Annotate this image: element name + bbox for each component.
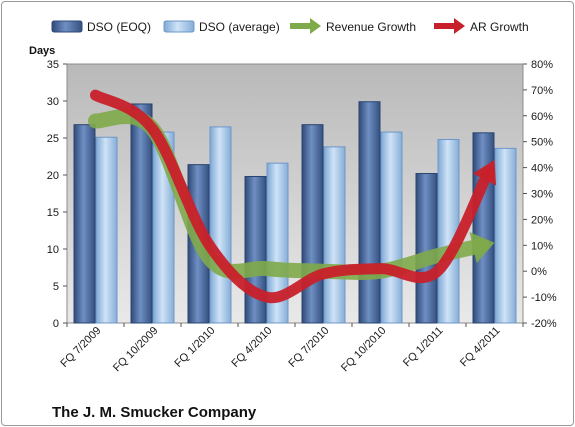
x-tick-label: FQ 7/2009	[58, 325, 103, 370]
company-title: The J. M. Smucker Company	[52, 404, 257, 421]
legend-label-ar-growth: AR Growth	[470, 20, 529, 34]
legend-swatch-dso-eoq	[51, 20, 83, 33]
bar-dso-eoq-0	[73, 124, 96, 324]
y-tick-label: 25	[47, 133, 59, 145]
x-tick-label: FQ 4/2010	[229, 325, 274, 370]
legend-item-dso-average: DSO (average)	[163, 20, 280, 34]
bar-dso-average-2	[209, 126, 232, 324]
bar-dso-eoq-1	[130, 103, 153, 324]
y2-tick-label: 10%	[531, 240, 553, 252]
bar-dso-average-0	[95, 136, 118, 324]
y-tick-label: 35	[47, 59, 59, 71]
y-tick-label: 30	[47, 96, 59, 108]
y2-tick-label: 50%	[531, 137, 553, 149]
x-tick-label: FQ 1/2010	[172, 325, 217, 370]
legend-label-dso-average: DSO (average)	[199, 20, 280, 34]
legend-swatch-revenue-growth	[290, 18, 321, 34]
y2-tick-label: 70%	[531, 85, 553, 97]
bar-dso-average-6	[437, 138, 460, 324]
y-tick-label: 0	[53, 318, 59, 330]
x-tick-label: FQ 7/2010	[286, 325, 331, 370]
bar-dso-eoq-6	[415, 173, 438, 324]
x-axis: FQ 7/2009 FQ 10/2009 FQ 1/2010 FQ 4/2010 FQ …	[58, 323, 524, 375]
y-tick-label: 10	[47, 244, 59, 256]
y2-tick-label: -10%	[531, 292, 557, 304]
y-axis-left: 0 5 10 15 20 25 30 35	[47, 59, 67, 330]
y-tick-label: 15	[47, 207, 59, 219]
x-tick-label: FQ 10/2009	[111, 325, 161, 375]
x-tick-label: FQ 10/2010	[339, 325, 389, 375]
y2-tick-label: 40%	[531, 163, 553, 175]
bar-dso-average-3	[266, 162, 289, 324]
bar-dso-eoq-5	[358, 101, 381, 324]
bar-dso-eoq-4	[301, 124, 324, 324]
legend-swatch-ar-growth	[434, 18, 465, 34]
bar-dso-average-7	[494, 147, 517, 324]
bar-dso-average-4	[323, 146, 346, 324]
y-axis-right: -20% -10% 0% 10% 20% 30% 40% 50% 60% 70% 80%	[523, 59, 557, 330]
y-tick-label: 20	[47, 170, 59, 182]
legend-item-dso-eoq: DSO (EOQ)	[51, 20, 151, 34]
ar-growth-line	[90, 89, 494, 304]
legend-swatch-dso-average	[163, 20, 195, 33]
x-tick-label: FQ 4/2011	[458, 325, 503, 370]
bar-dso-eoq-7	[472, 132, 495, 324]
bar-series	[73, 101, 517, 324]
revenue-growth-arrowhead	[469, 231, 495, 264]
y2-tick-label: 0%	[531, 266, 547, 278]
growth-series	[88, 89, 497, 304]
y2-tick-label: -20%	[531, 318, 557, 330]
y2-tick-label: 30%	[531, 189, 553, 201]
bar-dso-average-5	[380, 131, 403, 324]
legend-label-revenue-growth: Revenue Growth	[326, 20, 416, 34]
y-axis-title: Days	[29, 45, 55, 57]
legend: DSO (EOQ) DSO (average) Revenue Growth A…	[51, 18, 529, 34]
legend-item-ar-growth: AR Growth	[434, 18, 529, 34]
y2-tick-label: 80%	[531, 59, 553, 71]
y2-tick-label: 20%	[531, 214, 553, 226]
legend-label-dso-eoq: DSO (EOQ)	[87, 20, 151, 34]
legend-item-revenue-growth: Revenue Growth	[290, 18, 416, 34]
x-tick-label: FQ 1/2011	[401, 325, 446, 370]
y-tick-label: 5	[53, 281, 59, 293]
y2-tick-label: 60%	[531, 111, 553, 123]
ar-growth-arrowhead	[472, 159, 497, 186]
